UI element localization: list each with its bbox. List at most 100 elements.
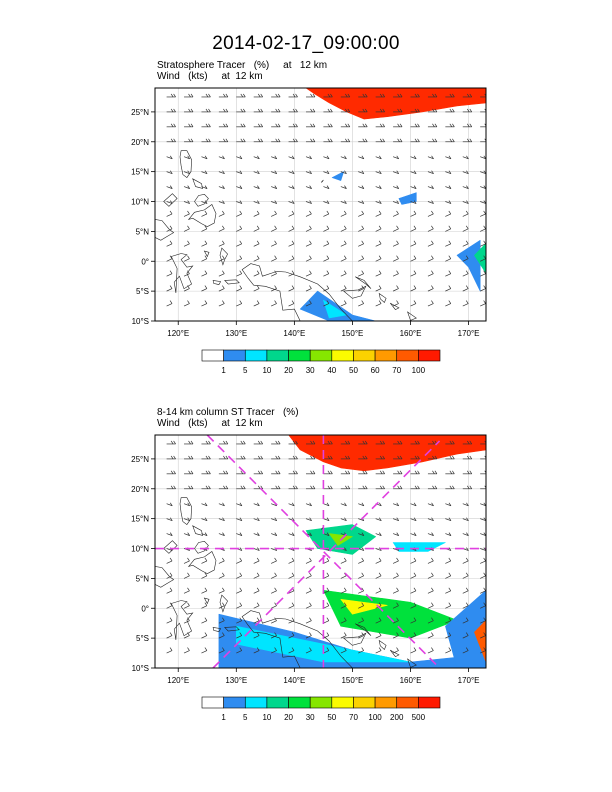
wind-barb-174: [218, 572, 225, 579]
wind-barb-249: [201, 632, 208, 639]
colorbar-label-3: 20: [284, 366, 293, 375]
wind-barb-258: [358, 285, 364, 292]
coastline-4: [163, 193, 178, 207]
wind-barb-74: [462, 138, 473, 143]
wind-barb-101: [271, 517, 278, 522]
wind-barb-80: [236, 502, 243, 507]
wind-barb-65: [305, 485, 316, 490]
wind-barb-188: [462, 572, 469, 579]
wind-barb-190: [166, 240, 173, 247]
wind-barb-163: [358, 557, 364, 564]
wind-barb-57: [166, 485, 176, 490]
wind-barb-202: [375, 587, 382, 594]
wind-barb-85: [323, 502, 330, 507]
wind-barb-149: [445, 200, 452, 204]
coastline-6: [170, 600, 194, 640]
wind-barb-254: [288, 285, 295, 292]
wind-barb-4: [236, 440, 246, 445]
wind-barb-73: [445, 485, 455, 490]
wind-barb-274: [305, 647, 312, 654]
wind-barb-76: [166, 155, 173, 160]
colorbar-box-2: [244, 349, 268, 362]
wind-barb-212: [218, 602, 225, 609]
wind-barb-97: [201, 170, 208, 175]
wind-barb-194: [236, 587, 243, 594]
colorbar-label-8: 200: [390, 713, 404, 722]
x-tick-label-2: 140°E: [283, 329, 305, 338]
y-tick-label-4: 5°N: [136, 227, 150, 236]
wind-barb-284: [480, 647, 486, 654]
wind-barb-235: [288, 617, 295, 624]
wind-barb-50: [375, 123, 385, 128]
wind-barb-250: [218, 632, 225, 639]
wind-barb-36: [462, 455, 473, 460]
wind-barb-122: [305, 185, 312, 189]
wind-barb-256: [323, 285, 330, 292]
coastline-9: [212, 627, 222, 632]
wind-barb-163: [358, 210, 364, 217]
wind-barb-159: [288, 210, 295, 217]
wind-barb-253: [270, 285, 277, 292]
wind-barb-6: [271, 93, 281, 98]
colorbar-box-7: [353, 349, 376, 362]
wind-barb-33: [410, 455, 420, 460]
wind-barb-213: [236, 255, 243, 262]
wind-barb-153: [183, 210, 190, 217]
wind-barb-229: [183, 617, 190, 624]
wind-barb-31: [375, 108, 385, 113]
wind-barb-0: [166, 93, 176, 98]
wind-barb-197: [288, 240, 295, 247]
wind-barb-217: [305, 255, 312, 262]
section-line-2: [206, 435, 441, 668]
wind-barb-268: [201, 300, 208, 307]
tracer-region-4: [474, 243, 486, 274]
wind-barb-182: [358, 225, 364, 232]
wind-barb-83: [288, 502, 295, 507]
colorbar-label-1: 5: [243, 366, 248, 375]
wind-barb-7: [288, 93, 298, 98]
wind-barb-238: [340, 617, 347, 624]
wind-barb-58: [184, 485, 194, 490]
wind-barb-77: [183, 155, 190, 160]
wind-barb-132: [480, 532, 486, 536]
wind-barb-248: [183, 285, 190, 292]
wind-barb-162: [340, 210, 347, 217]
wind-barb-77: [183, 502, 190, 507]
wind-barb-19: [166, 108, 176, 113]
plot-area: [155, 435, 486, 668]
wind-barb-5: [253, 440, 264, 445]
wind-barb-20: [184, 108, 194, 113]
wind-barb-205: [427, 240, 434, 247]
wind-barb-245: [462, 270, 469, 277]
wind-barb-61: [236, 485, 246, 490]
wind-barb-1: [184, 93, 194, 98]
coastline-7: [203, 597, 210, 605]
wind-barb-87: [358, 502, 365, 507]
colorbar-box-0: [201, 349, 224, 362]
wind-barb-202: [375, 240, 382, 247]
wind-barb-146: [392, 200, 400, 204]
wind-barb-212: [218, 255, 225, 262]
wind-barb-280: [410, 300, 417, 307]
wind-barb-108: [392, 170, 400, 175]
wind-barb-261: [410, 632, 417, 639]
wind-barb-116: [201, 532, 208, 536]
wind-barb-169: [462, 557, 469, 564]
wind-barb-97: [201, 517, 208, 522]
wind-barb-28: [323, 455, 333, 460]
wind-barb-119: [253, 532, 260, 536]
wind-barb-32: [393, 108, 403, 113]
wind-barb-70: [393, 138, 403, 143]
wind-barb-0: [166, 440, 176, 445]
wind-barb-279: [392, 647, 399, 654]
wind-barb-254: [288, 632, 295, 639]
wind-barb-103: [305, 170, 312, 175]
wind-barb-41: [218, 123, 229, 128]
wind-barb-132: [480, 185, 486, 189]
colorbar-box-5: [309, 349, 333, 362]
wind-barb-278: [375, 647, 382, 654]
wind-barb-172: [183, 225, 190, 232]
wind-barb-115: [183, 185, 190, 189]
wind-barb-102: [288, 170, 295, 175]
wind-barb-179: [305, 225, 312, 232]
